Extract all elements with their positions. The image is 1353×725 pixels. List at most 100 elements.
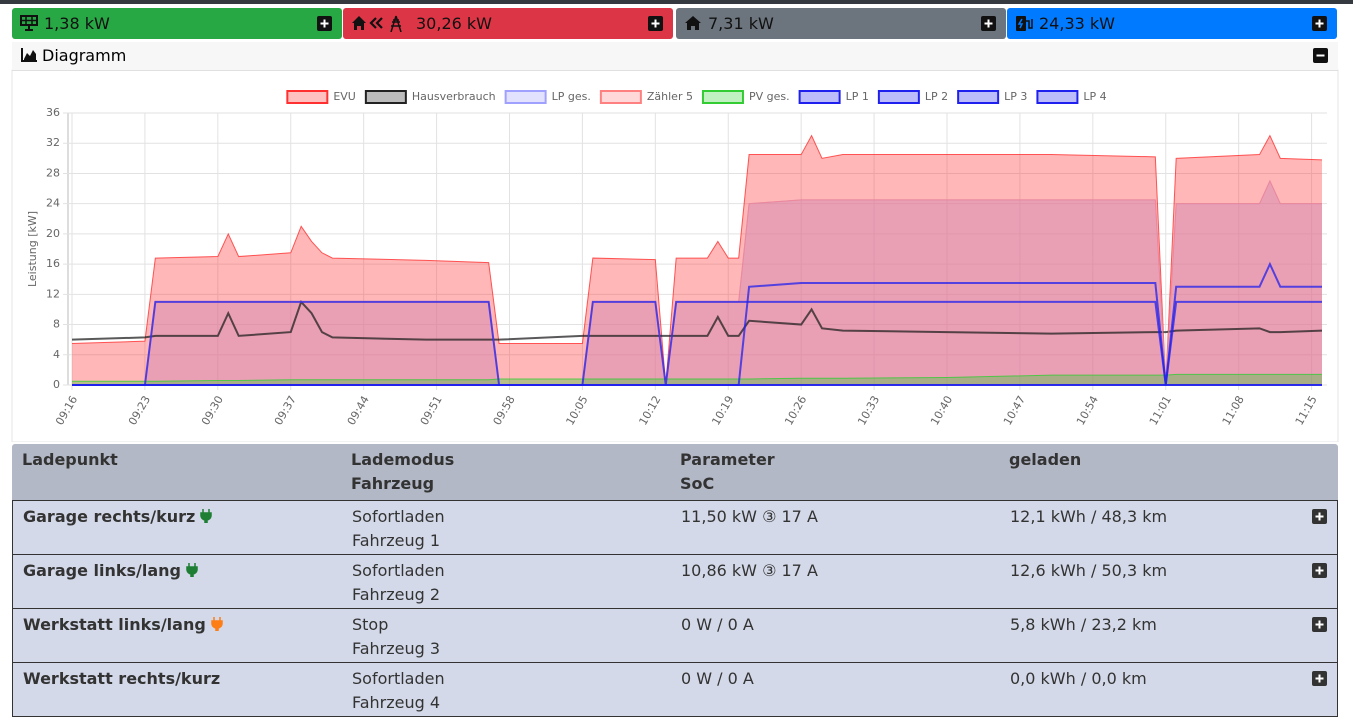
parameter: 11,50 kW ③ 17 A bbox=[681, 507, 818, 526]
y-tick-label: 12 bbox=[46, 287, 60, 300]
charger-icon bbox=[1016, 16, 1033, 31]
expand-icon[interactable] bbox=[1312, 617, 1327, 632]
y-tick-label: 8 bbox=[53, 318, 60, 331]
parameter: 0 W / 0 A bbox=[681, 669, 754, 688]
legend-swatch bbox=[957, 90, 1000, 104]
expand-icon[interactable] bbox=[1312, 671, 1327, 686]
name-text: Garage links/lang bbox=[23, 561, 181, 580]
top-border bbox=[0, 0, 1353, 4]
legend-swatch bbox=[798, 90, 841, 104]
y-tick-label: 20 bbox=[46, 227, 60, 240]
plug-icon bbox=[200, 509, 213, 524]
legend-swatch bbox=[286, 90, 329, 104]
table-row: Werkstatt links/lang Stop Fahrzeug 3 0 W / … bbox=[12, 608, 1338, 663]
charge-point-name: Garage rechts/kurz bbox=[23, 507, 213, 526]
name-text: Garage rechts/kurz bbox=[23, 507, 196, 526]
legend-label: Zähler 5 bbox=[647, 90, 693, 103]
solar-icon bbox=[20, 15, 38, 31]
charging-status[interactable]: 24,33 kW bbox=[1007, 8, 1337, 39]
parameter: 10,86 kW ③ 17 A bbox=[681, 561, 818, 580]
legend-swatch bbox=[364, 90, 407, 104]
parameter: 0 W / 0 A bbox=[681, 615, 754, 634]
header-cell: Lademodus bbox=[351, 450, 455, 469]
mode: Sofortladen bbox=[352, 561, 445, 580]
charged: 5,8 kWh / 23,2 km bbox=[1010, 615, 1157, 634]
header-cell: geladen bbox=[1009, 450, 1082, 469]
y-tick-label: 28 bbox=[46, 166, 60, 179]
grid-status[interactable]: 30,26 kW bbox=[343, 8, 673, 39]
table-row: Garage rechts/kurz Sofortladen Fahrzeug 1 1… bbox=[12, 500, 1338, 555]
grid-value: 30,26 kW bbox=[416, 14, 492, 33]
vehicle: Fahrzeug 3 bbox=[352, 639, 441, 658]
house-status[interactable]: 7,31 kW bbox=[676, 8, 1006, 39]
header-cell: Fahrzeug bbox=[351, 474, 435, 493]
header-cell: Ladepunkt bbox=[22, 450, 118, 469]
charge-point-name: Werkstatt links/lang bbox=[23, 615, 223, 634]
expand-icon[interactable] bbox=[317, 16, 332, 31]
mode: Sofortladen bbox=[352, 507, 445, 526]
legend-swatch bbox=[1036, 90, 1079, 104]
area-line bbox=[71, 134, 1323, 386]
y-tick-label: 0 bbox=[53, 378, 60, 391]
name-text: Werkstatt rechts/kurz bbox=[23, 669, 221, 688]
vehicle: Fahrzeug 1 bbox=[352, 531, 441, 550]
pv-value: 1,38 kW bbox=[44, 14, 110, 33]
y-axis-title: Leistung [kW] bbox=[26, 211, 39, 287]
y-tick-label: 36 bbox=[46, 106, 60, 119]
legend-label: LP 4 bbox=[1083, 90, 1106, 103]
header-cell: SoC bbox=[680, 474, 715, 493]
header-cell: Parameter bbox=[680, 450, 775, 469]
diagram-title: Diagramm bbox=[42, 46, 127, 65]
plug-icon bbox=[186, 563, 198, 578]
expand-icon[interactable] bbox=[648, 16, 663, 31]
legend-label: LP 1 bbox=[846, 90, 869, 103]
chart-icon bbox=[21, 48, 37, 62]
charge-point-name: Werkstatt rechts/kurz bbox=[23, 669, 220, 688]
grid-icons bbox=[352, 15, 402, 32]
vehicle: Fahrzeug 4 bbox=[352, 693, 441, 712]
legend-label: PV ges. bbox=[749, 90, 790, 103]
y-tick-label: 32 bbox=[46, 136, 60, 149]
area-fill bbox=[72, 135, 1322, 385]
vehicle: Fahrzeug 2 bbox=[352, 585, 441, 604]
legend-label: Hausverbrauch bbox=[412, 90, 496, 103]
table-row: Werkstatt rechts/kurz Sofortladen Fahrzeug… bbox=[12, 662, 1338, 717]
series-line bbox=[72, 300, 1322, 386]
mode: Stop bbox=[352, 615, 389, 634]
y-tick-label: 24 bbox=[46, 197, 60, 210]
name-text: Werkstatt links/lang bbox=[23, 615, 206, 634]
pv-status[interactable]: 1,38 kW bbox=[12, 8, 342, 39]
charged: 0,0 kWh / 0,0 km bbox=[1010, 669, 1147, 688]
legend-swatch bbox=[599, 90, 642, 104]
collapse-icon[interactable] bbox=[1313, 48, 1328, 63]
legend-label: EVU bbox=[333, 90, 356, 103]
area-fill bbox=[72, 374, 1322, 385]
legend-label: LP 2 bbox=[925, 90, 948, 103]
legend: EVU Hausverbrauch LP ges. Zähler 5 PV ges. LP… bbox=[286, 90, 1107, 104]
charged: 12,1 kWh / 48,3 km bbox=[1010, 507, 1168, 526]
area-line bbox=[72, 373, 1322, 382]
plug-icon bbox=[211, 617, 223, 632]
legend-label: LP 3 bbox=[1004, 90, 1027, 103]
legend-swatch bbox=[504, 90, 547, 104]
house-value: 7,31 kW bbox=[708, 14, 774, 33]
expand-icon[interactable] bbox=[1312, 16, 1327, 31]
expand-icon[interactable] bbox=[1312, 563, 1327, 578]
legend-label: LP ges. bbox=[552, 90, 591, 103]
charge-point-name: Garage links/lang bbox=[23, 561, 198, 580]
diagram-header[interactable]: Diagramm bbox=[12, 42, 1338, 71]
table-header: Ladepunkt Lademodus Fahrzeug Parameter SoC ge… bbox=[12, 444, 1338, 500]
y-tick-label: 4 bbox=[53, 348, 60, 361]
house-icon bbox=[685, 16, 701, 30]
expand-icon[interactable] bbox=[1312, 509, 1327, 524]
charged: 12,6 kWh / 50,3 km bbox=[1010, 561, 1168, 580]
charging-value: 24,33 kW bbox=[1039, 14, 1115, 33]
legend-swatch bbox=[877, 90, 920, 104]
table-row: Garage links/lang Sofortladen Fahrzeug 2 10… bbox=[12, 554, 1338, 609]
expand-icon[interactable] bbox=[981, 16, 996, 31]
mode: Sofortladen bbox=[352, 669, 445, 688]
legend-swatch bbox=[701, 90, 744, 104]
series-line bbox=[71, 299, 1323, 341]
